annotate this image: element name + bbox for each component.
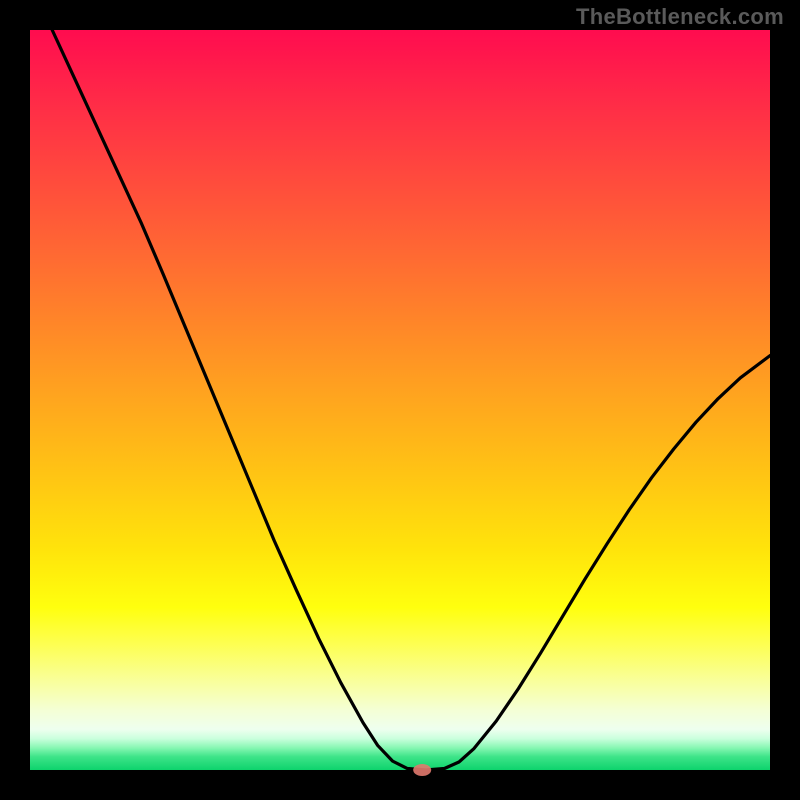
bottleneck-chart <box>0 0 800 800</box>
optimum-marker <box>413 764 431 776</box>
chart-container: TheBottleneck.com <box>0 0 800 800</box>
gradient-background <box>30 30 770 770</box>
watermark-text: TheBottleneck.com <box>576 4 784 30</box>
